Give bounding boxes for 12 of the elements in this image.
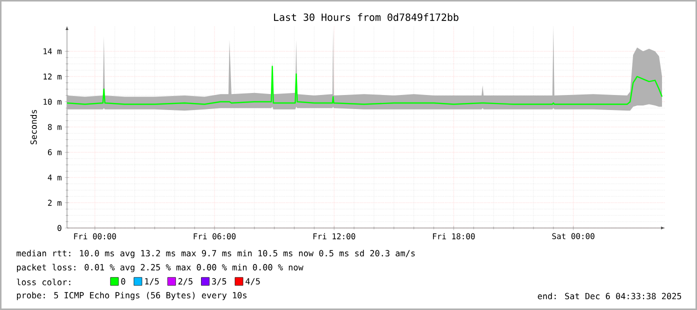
- legend-label: 4/5: [246, 278, 260, 286]
- legend-title: loss color:: [16, 278, 70, 286]
- legend-label: 3/5: [212, 278, 226, 286]
- legend-label: 0: [121, 278, 126, 285]
- y-axis-title: Seconds: [30, 110, 37, 144]
- legend-label: 1/5: [145, 278, 159, 286]
- text: probe: 5 ICMP Echo Pings (56 Bytes) every 10s: [16, 292, 246, 300]
- chart-title: Last 30 Hours from 0d7849f172bb: [274, 13, 458, 21]
- legend-label: 2/5: [178, 278, 192, 286]
- text: median rtt: 10.0 ms avg 13.2 ms max 9.7 ms min 10.5 ms now 0.5 ms sd 20.3 am/s: [16, 250, 415, 258]
- text: end: Sat Dec 6 04:33:38 2025: [538, 292, 682, 300]
- text: packet loss: 0.01 % avg 2.25 % max 0.00 % min 0.00 % now: [16, 264, 304, 272]
